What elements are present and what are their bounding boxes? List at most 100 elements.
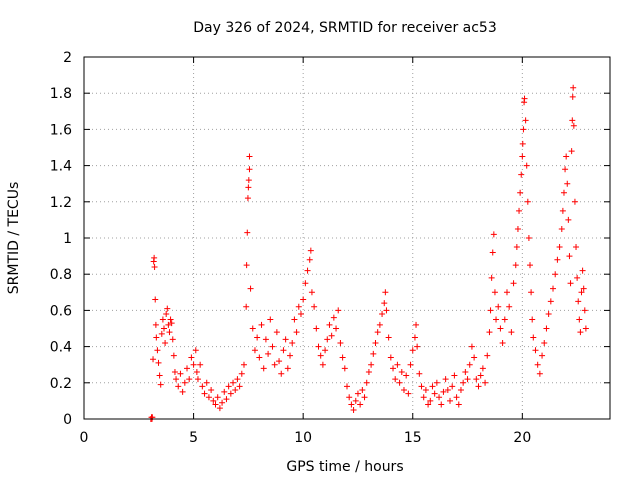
data-point (190, 361, 197, 368)
data-point (440, 388, 447, 395)
data-point (579, 267, 586, 274)
data-point (425, 401, 432, 408)
data-point (163, 311, 170, 318)
data-point (517, 189, 524, 196)
data-point (246, 166, 253, 173)
data-point (508, 329, 515, 336)
data-point (503, 289, 510, 296)
data-point (244, 195, 251, 202)
data-point (291, 316, 298, 323)
data-point (307, 247, 314, 254)
data-point (491, 289, 498, 296)
data-point (158, 330, 165, 337)
data-point (569, 117, 576, 124)
data-point (534, 361, 541, 368)
data-point (251, 347, 258, 354)
data-point (376, 321, 383, 328)
data-point (152, 321, 159, 328)
grid-lines (84, 57, 610, 419)
data-point (357, 401, 364, 408)
data-point (156, 372, 163, 379)
data-point (169, 336, 176, 343)
data-point (168, 320, 175, 327)
y-axis-label: SRMTID / TECUs (6, 182, 22, 295)
data-point (295, 303, 302, 310)
data-point (284, 365, 291, 372)
data-point (560, 189, 567, 196)
data-point (322, 347, 329, 354)
data-point (539, 352, 546, 359)
x-tick-label: 5 (189, 430, 198, 446)
data-point (536, 370, 543, 377)
data-point (170, 352, 177, 359)
data-point (363, 379, 370, 386)
data-point (247, 285, 254, 292)
data-point (159, 316, 166, 323)
data-point (545, 311, 552, 318)
axis-ticks: 00.20.40.60.811.21.41.61.820 5 10 15 20 (50, 50, 610, 446)
data-point (216, 405, 223, 412)
data-points (147, 84, 589, 422)
data-point (339, 354, 346, 361)
data-point (554, 256, 561, 263)
data-point (154, 347, 161, 354)
data-point (164, 305, 171, 312)
data-point (403, 372, 410, 379)
data-point (175, 383, 182, 390)
data-point (324, 336, 331, 343)
data-point (499, 339, 506, 346)
data-point (449, 383, 456, 390)
data-point (227, 390, 234, 397)
chart-title: Day 326 of 2024, SRMTID for receiver ac5… (193, 20, 497, 36)
data-point (300, 296, 307, 303)
data-point (385, 334, 392, 341)
data-point (205, 394, 212, 401)
data-point (246, 153, 253, 160)
data-point (157, 381, 164, 388)
data-point (525, 235, 532, 241)
data-point (245, 177, 252, 184)
data-point (569, 93, 576, 100)
data-point (359, 387, 366, 394)
data-point (262, 336, 269, 343)
data-point (519, 140, 526, 147)
data-point (256, 354, 263, 361)
data-point (394, 361, 401, 368)
data-point (405, 390, 412, 397)
data-point (214, 394, 221, 401)
y-tick-label: 0 (63, 412, 72, 428)
data-point (513, 244, 520, 251)
data-point (155, 359, 162, 366)
data-point (473, 376, 480, 383)
data-point (330, 314, 337, 321)
data-point (249, 325, 256, 332)
data-point (171, 368, 178, 375)
data-point (341, 365, 348, 372)
data-point (577, 329, 584, 336)
data-point (319, 361, 326, 368)
data-point (194, 376, 201, 383)
data-point (471, 354, 478, 361)
data-point (201, 390, 208, 397)
x-tick-label: 0 (80, 430, 89, 446)
data-point (422, 387, 429, 394)
data-point (453, 394, 460, 401)
data-point (230, 379, 237, 386)
data-point (516, 207, 523, 214)
data-point (530, 334, 537, 341)
data-point (550, 285, 557, 292)
data-point (167, 316, 174, 323)
y-tick-label: 0.2 (50, 376, 72, 392)
data-point (559, 207, 566, 214)
data-point (532, 347, 539, 354)
data-point (160, 325, 167, 332)
data-point (418, 383, 425, 390)
data-point (365, 368, 372, 375)
data-point (565, 216, 572, 223)
data-point (245, 184, 252, 191)
data-point (278, 370, 285, 377)
data-point (199, 383, 206, 390)
x-tick-label: 15 (404, 430, 422, 446)
data-point (411, 334, 418, 341)
